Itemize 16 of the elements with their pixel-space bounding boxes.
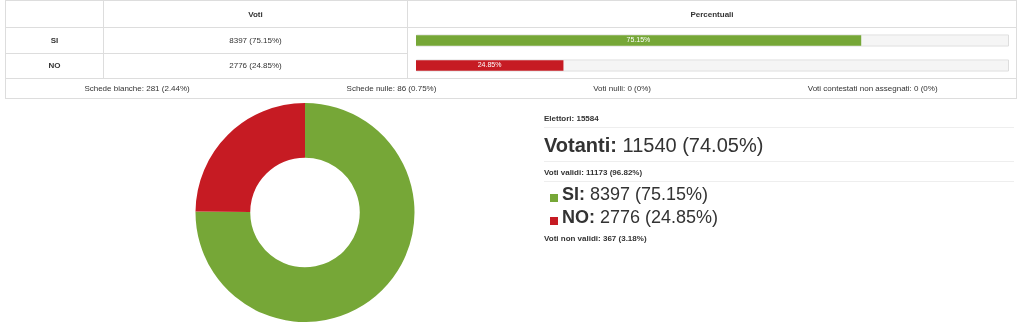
legend-label: SI: 8397 (75.15%) — [562, 184, 709, 205]
text: Voti nulli: 0 (0%) — [593, 84, 651, 93]
text: Voti validi: 11173 (96.82%) — [544, 162, 1014, 182]
y-tick-label: NO — [5, 53, 104, 79]
chart-title: Percentuali — [407, 0, 1017, 28]
text: Voti non validi: 367 (3.18%) — [544, 233, 648, 245]
text: Schede bianche: 281 (2.44%) — [84, 84, 190, 93]
text: Voti contestati non assegnati: 0 (0%) — [807, 84, 938, 93]
legend-label: NO: 2776 (24.85%) — [562, 207, 719, 228]
text: Votanti: 11540 (74.05%) — [544, 128, 1014, 162]
text: Elettori: 15584 — [544, 108, 1014, 128]
y-tick-label: SI — [5, 27, 104, 53]
text: 8397 (75.15%) — [103, 27, 408, 53]
text: 2776 (24.85%) — [103, 53, 408, 79]
text: Voti — [103, 0, 408, 28]
text: Schede nulle: 86 (0.75%) — [346, 84, 437, 93]
